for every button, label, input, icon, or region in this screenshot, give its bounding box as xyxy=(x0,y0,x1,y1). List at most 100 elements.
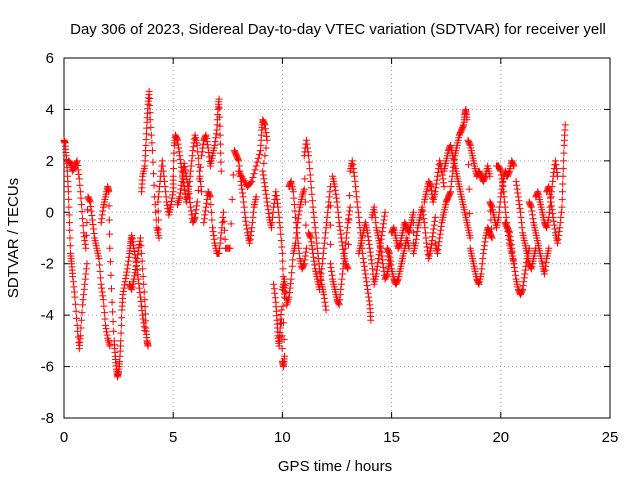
data-point-marker xyxy=(262,129,270,137)
data-point-marker xyxy=(146,109,154,117)
data-point-marker xyxy=(422,234,430,242)
data-point-marker xyxy=(316,285,324,293)
data-point-marker xyxy=(459,122,467,130)
data-point-marker xyxy=(307,177,315,185)
data-point-marker xyxy=(430,225,438,233)
data-point-marker xyxy=(122,275,130,282)
data-point-marker xyxy=(190,215,198,223)
data-point-marker xyxy=(235,162,243,170)
data-point-marker xyxy=(148,147,156,155)
data-point-marker xyxy=(159,162,167,170)
data-point-marker xyxy=(549,210,557,218)
data-point-marker xyxy=(383,271,391,279)
data-point-marker xyxy=(271,289,279,297)
data-point-marker xyxy=(432,184,440,192)
data-point-marker xyxy=(527,264,535,272)
data-point-marker xyxy=(74,161,82,169)
data-point-marker xyxy=(497,171,505,179)
data-point-marker xyxy=(328,267,336,275)
data-point-marker xyxy=(147,123,155,131)
data-point-marker xyxy=(552,165,560,173)
data-point-marker xyxy=(183,179,191,187)
data-point-marker xyxy=(239,189,247,197)
data-point-marker xyxy=(336,226,344,234)
data-point-marker xyxy=(207,201,215,209)
data-point-marker xyxy=(555,228,563,236)
data-point-marker xyxy=(80,291,88,299)
data-point-marker xyxy=(325,193,333,201)
data-point-marker xyxy=(167,201,175,209)
data-point-marker xyxy=(507,237,515,245)
data-point-marker xyxy=(322,229,330,237)
data-point-marker xyxy=(516,208,524,216)
data-point-marker xyxy=(277,230,285,238)
data-point-marker xyxy=(301,175,309,183)
data-point-marker xyxy=(424,251,432,259)
data-point-marker xyxy=(120,284,128,292)
data-point-marker xyxy=(496,166,504,174)
data-point-marker xyxy=(427,186,435,194)
data-point-marker xyxy=(488,202,496,210)
data-point-marker xyxy=(466,210,474,218)
data-point-marker xyxy=(89,221,97,228)
data-point-marker xyxy=(294,234,302,242)
data-point-marker xyxy=(240,198,248,206)
data-point-marker xyxy=(434,168,442,176)
data-point-marker xyxy=(466,140,474,148)
data-point-marker xyxy=(200,219,208,227)
data-point-marker xyxy=(136,289,144,297)
data-point-marker xyxy=(554,235,562,243)
data-point-marker xyxy=(500,188,508,196)
data-point-marker xyxy=(95,255,103,263)
data-point-marker xyxy=(337,280,345,288)
data-point-marker xyxy=(335,300,343,308)
data-point-marker xyxy=(206,192,214,200)
data-point-marker xyxy=(99,207,107,215)
data-point-marker xyxy=(220,217,228,225)
data-point-marker xyxy=(517,213,525,221)
data-point-marker xyxy=(212,130,220,138)
data-point-marker xyxy=(80,285,88,293)
data-point-marker xyxy=(289,188,297,196)
data-point-marker xyxy=(177,181,185,189)
data-point-marker xyxy=(264,206,272,214)
data-point-marker xyxy=(378,256,386,264)
data-point-marker xyxy=(317,276,325,284)
data-point-marker xyxy=(321,234,329,242)
data-point-marker xyxy=(121,281,129,289)
data-point-marker xyxy=(79,215,87,223)
data-point-marker xyxy=(344,240,352,248)
data-point-marker xyxy=(447,183,455,191)
data-point-marker xyxy=(355,213,363,221)
data-point-marker xyxy=(336,222,344,230)
data-point-marker xyxy=(132,266,140,273)
data-point-marker xyxy=(76,332,84,340)
data-point-marker xyxy=(74,166,82,174)
data-point-marker xyxy=(290,201,298,209)
data-point-marker xyxy=(420,219,428,227)
data-point-marker xyxy=(301,198,309,206)
data-point-marker xyxy=(101,321,109,329)
data-point-marker xyxy=(269,213,277,221)
data-point-marker xyxy=(184,182,192,190)
data-point-marker xyxy=(108,285,116,293)
data-point-marker xyxy=(168,194,176,202)
data-point-marker xyxy=(412,235,420,243)
data-point-marker xyxy=(361,270,369,278)
data-point-marker xyxy=(505,168,513,176)
data-point-marker xyxy=(379,224,387,232)
data-point-marker xyxy=(429,233,437,241)
data-point-marker xyxy=(313,239,321,247)
data-point-marker xyxy=(216,113,224,121)
data-point-marker xyxy=(480,246,488,254)
data-point-marker xyxy=(130,244,138,252)
data-point-marker xyxy=(419,211,427,219)
data-point-marker xyxy=(446,143,454,151)
data-point-marker xyxy=(161,183,169,191)
data-point-marker xyxy=(478,260,486,268)
data-point-marker xyxy=(320,294,328,302)
data-point-marker xyxy=(509,256,517,264)
data-point-marker xyxy=(322,306,330,314)
data-point-marker xyxy=(334,203,342,211)
data-point-marker xyxy=(478,265,486,273)
